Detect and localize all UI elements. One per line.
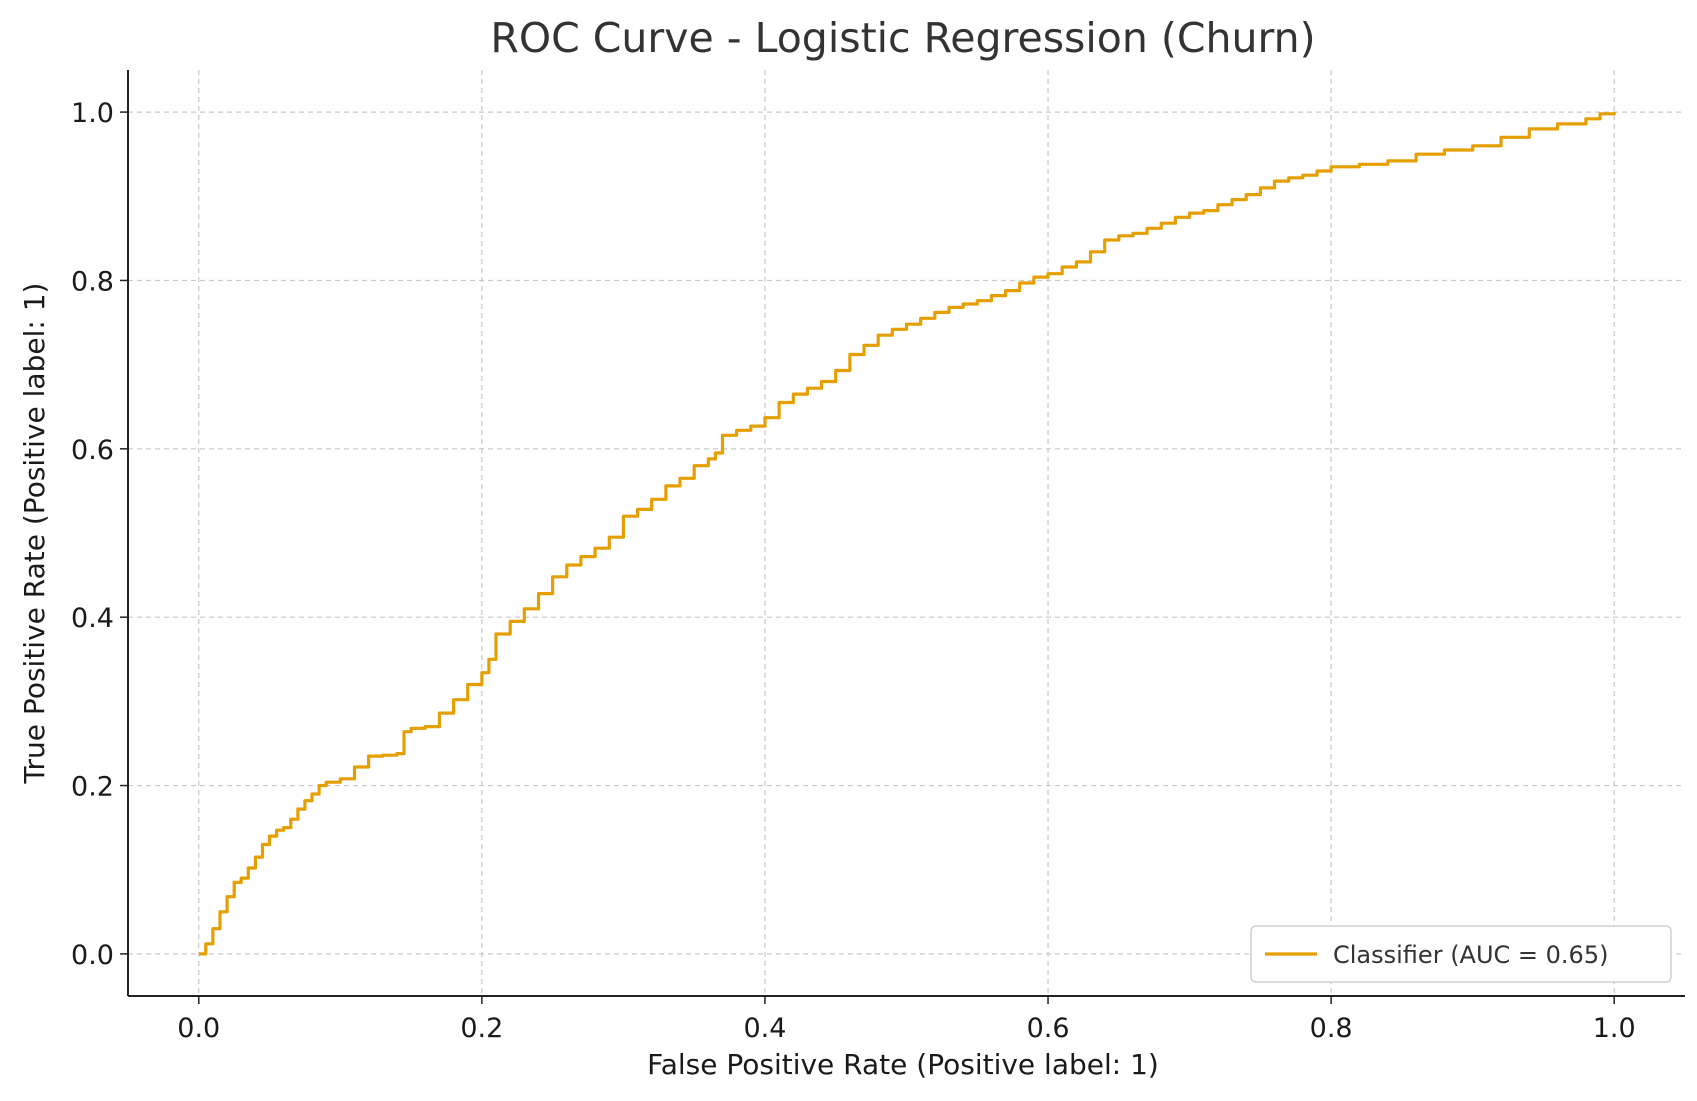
x-axis-label: False Positive Rate (Positive label: 1)	[647, 1048, 1159, 1081]
roc-line	[198, 112, 1616, 956]
y-axis-label: True Positive Rate (Positive label: 1)	[18, 283, 51, 785]
y-tick-label: 0.0	[71, 940, 114, 971]
x-tick-label: 0.8	[1310, 1013, 1353, 1044]
x-tick-label: 1.0	[1593, 1013, 1636, 1044]
y-tick-label: 0.2	[71, 772, 114, 803]
y-tick-label: 0.4	[71, 603, 114, 634]
grid	[128, 70, 1685, 996]
ticks: 0.0 0.2 0.4 0.6 0.8 1.0 0.0 0.2 0.4 0.6 0.8 1.0	[71, 98, 1636, 1044]
x-tick-label: 0.4	[743, 1013, 786, 1044]
legend-box	[1250, 925, 1672, 983]
y-tick-label: 0.8	[71, 266, 114, 297]
legend: Classifier (AUC = 0.65)	[1250, 925, 1672, 983]
series-group	[198, 112, 1616, 956]
x-tick-label: 0.0	[177, 1013, 220, 1044]
y-tick-label: 1.0	[71, 98, 114, 129]
axes	[127, 70, 1685, 997]
x-tick-label: 0.6	[1027, 1013, 1070, 1044]
legend-label: Classifier (AUC = 0.65)	[1333, 941, 1608, 969]
y-tick-label: 0.6	[71, 435, 114, 466]
chart-title: ROC Curve - Logistic Regression (Churn)	[490, 14, 1315, 62]
x-tick-label: 0.2	[460, 1013, 503, 1044]
